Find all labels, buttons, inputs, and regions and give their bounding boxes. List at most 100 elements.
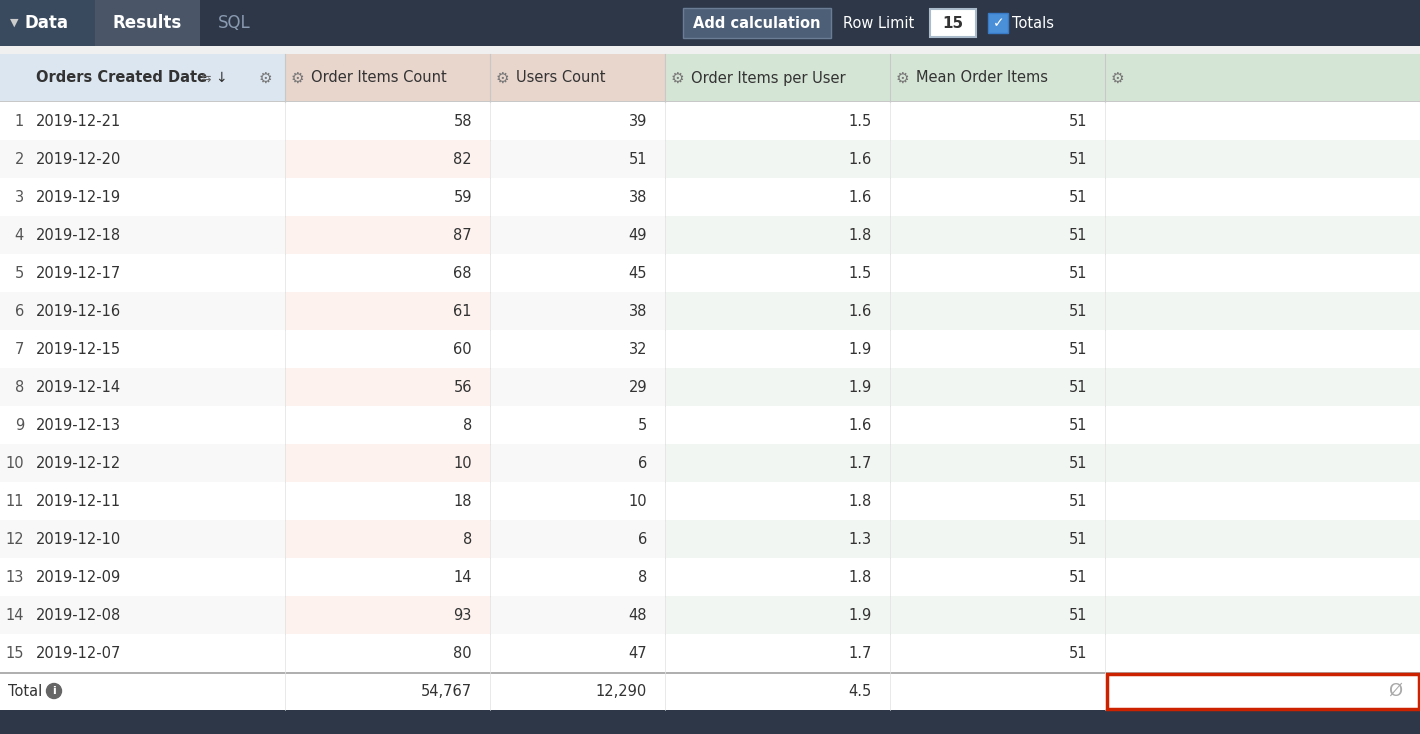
Text: ▼: ▼: [10, 18, 18, 28]
Text: 2019-12-16: 2019-12-16: [36, 303, 121, 319]
Text: 80: 80: [453, 645, 471, 661]
Bar: [890, 102, 1105, 140]
Text: 13: 13: [6, 570, 24, 584]
Bar: [0, 558, 285, 596]
Text: 56: 56: [453, 379, 471, 394]
Bar: [890, 178, 1105, 216]
Bar: [1105, 292, 1420, 330]
Text: 54,767: 54,767: [420, 683, 471, 699]
Bar: [665, 254, 890, 292]
Bar: [665, 634, 890, 672]
Text: 14: 14: [453, 570, 471, 584]
Bar: [285, 254, 490, 292]
Text: Add calculation: Add calculation: [693, 15, 821, 31]
Text: ⚙: ⚙: [1110, 70, 1125, 85]
Bar: [0, 46, 1420, 54]
Bar: [490, 178, 665, 216]
Bar: [890, 140, 1105, 178]
Text: Totals: Totals: [1012, 15, 1054, 31]
Bar: [285, 292, 490, 330]
Bar: [490, 292, 665, 330]
Bar: [285, 596, 490, 634]
Text: Ø: Ø: [1387, 682, 1402, 700]
Text: ⇆: ⇆: [200, 71, 210, 84]
Bar: [285, 520, 490, 558]
Bar: [1105, 673, 1420, 709]
Text: i: i: [53, 686, 55, 696]
Bar: [665, 520, 890, 558]
Bar: [285, 140, 490, 178]
Text: 32: 32: [629, 341, 648, 357]
Text: 2019-12-21: 2019-12-21: [36, 114, 121, 128]
Text: 9: 9: [14, 418, 24, 432]
Text: 2019-12-12: 2019-12-12: [36, 456, 121, 470]
Bar: [665, 216, 890, 254]
Text: 38: 38: [629, 189, 648, 205]
Text: 15: 15: [943, 15, 964, 31]
Text: 12,290: 12,290: [596, 683, 648, 699]
Text: 2019-12-14: 2019-12-14: [36, 379, 121, 394]
Bar: [988, 13, 1008, 33]
Text: 51: 51: [1068, 189, 1086, 205]
Text: 61: 61: [453, 303, 471, 319]
Text: 47: 47: [629, 645, 648, 661]
Bar: [1105, 444, 1420, 482]
Text: 5: 5: [14, 266, 24, 280]
Bar: [1105, 254, 1420, 292]
Bar: [0, 216, 285, 254]
Bar: [285, 634, 490, 672]
Text: 51: 51: [1068, 608, 1086, 622]
Text: 58: 58: [453, 114, 471, 128]
Bar: [0, 368, 285, 406]
Text: 51: 51: [1068, 341, 1086, 357]
Bar: [95, 0, 200, 46]
Bar: [0, 54, 285, 102]
Bar: [930, 9, 976, 37]
Bar: [665, 558, 890, 596]
Text: 1.8: 1.8: [849, 493, 872, 509]
Text: 51: 51: [1068, 379, 1086, 394]
Text: 1.6: 1.6: [849, 303, 872, 319]
Text: ✓: ✓: [993, 16, 1004, 30]
Bar: [1105, 330, 1420, 368]
Text: 51: 51: [1068, 266, 1086, 280]
Bar: [0, 520, 285, 558]
Text: 51: 51: [1068, 456, 1086, 470]
Text: 51: 51: [1068, 114, 1086, 128]
Text: SQL: SQL: [219, 14, 251, 32]
Text: 2019-12-19: 2019-12-19: [36, 189, 121, 205]
Bar: [665, 178, 890, 216]
Text: 1: 1: [14, 114, 24, 128]
Bar: [890, 216, 1105, 254]
Bar: [0, 178, 285, 216]
Bar: [1105, 520, 1420, 558]
Bar: [665, 330, 890, 368]
Bar: [285, 102, 490, 140]
Text: 10: 10: [6, 456, 24, 470]
Text: 51: 51: [1068, 303, 1086, 319]
Text: 1.7: 1.7: [849, 456, 872, 470]
Text: 1.6: 1.6: [849, 151, 872, 167]
Text: 1.8: 1.8: [849, 228, 872, 242]
Bar: [665, 444, 890, 482]
Text: 2019-12-09: 2019-12-09: [36, 570, 121, 584]
Text: 18: 18: [453, 493, 471, 509]
Text: Orders Created Date: Orders Created Date: [36, 70, 207, 85]
Bar: [1105, 558, 1420, 596]
Text: 38: 38: [629, 303, 648, 319]
Bar: [0, 0, 95, 46]
Bar: [0, 101, 1420, 103]
Bar: [1105, 216, 1420, 254]
Bar: [490, 520, 665, 558]
Text: 8: 8: [463, 418, 471, 432]
Text: 14: 14: [6, 608, 24, 622]
Circle shape: [47, 683, 61, 699]
Bar: [1105, 596, 1420, 634]
Bar: [0, 672, 1420, 710]
Bar: [1106, 674, 1419, 708]
Bar: [1105, 54, 1420, 102]
Text: 4.5: 4.5: [849, 683, 872, 699]
Text: 8: 8: [638, 570, 648, 584]
Text: 5: 5: [638, 418, 648, 432]
Text: Total: Total: [9, 683, 43, 699]
